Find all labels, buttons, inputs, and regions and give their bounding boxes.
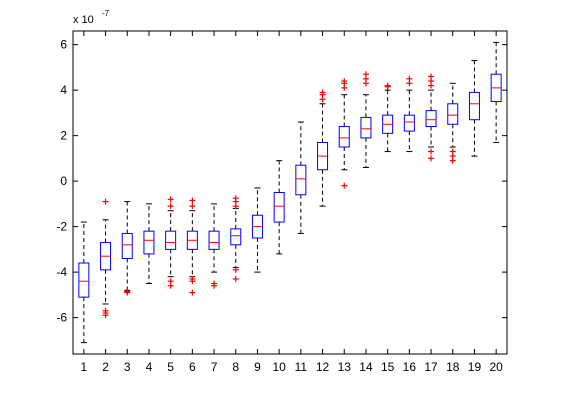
outlier-point [189,203,196,210]
box-group [251,187,263,273]
box-group [360,71,372,168]
box [208,230,220,250]
box [78,262,90,298]
x-tick-label: 8 [232,360,239,374]
x-axis: 1 2 3 4 5 6 7 8 9 10 11 12 13 14 15 16 17 18 19 20 [81,31,503,374]
x-tick-label: 3 [124,360,131,374]
box [295,164,307,196]
x-tick-label: 13 [338,360,352,374]
box-group [208,203,220,289]
box-group [490,41,502,143]
x-tick-label: 19 [468,360,482,374]
outlier-point [406,75,413,82]
box-group [143,203,155,284]
y-tick-label: -2 [56,220,67,234]
y-tick-label: 4 [60,83,67,97]
box-group [382,82,394,153]
outlier-point [362,71,369,78]
box [425,110,437,128]
outlier-point [428,155,435,162]
plot-area [72,30,508,355]
y-tick-label: 2 [60,129,67,143]
x-tick-label: 16 [403,360,417,374]
box [230,228,242,246]
outlier-point [384,82,391,89]
outlier-point [341,78,348,85]
y-axis-exponent-base: x 10 [73,14,94,26]
x-tick-label: 9 [254,360,261,374]
outlier-point [319,89,326,96]
y-tick-label: 0 [60,174,67,188]
outlier-point [167,203,174,210]
y-axis: -6 -4 -2 0 2 4 6 [56,38,507,325]
x-tick-label: 11 [295,360,308,374]
box [338,126,350,148]
outlier-point [102,198,109,205]
x-tick-label: 5 [167,360,174,374]
box-group [447,82,459,164]
outlier-point [232,275,239,282]
box-group [468,60,480,157]
box-group [295,121,307,234]
outlier-point [189,278,196,285]
box [360,116,372,139]
outlier-point [449,148,456,155]
x-tick-label: 18 [446,360,460,374]
y-tick-label: 6 [60,38,67,52]
x-tick-label: 14 [359,360,373,374]
box-group [317,89,329,207]
outlier-point [232,203,239,210]
outlier-point [189,197,196,204]
box-group [121,201,133,296]
box-group [78,221,90,344]
box [165,230,177,250]
x-tick-label: 4 [146,360,153,374]
outlier-point [124,289,131,296]
outlier-point [102,312,109,319]
x-tick-label: 17 [424,360,438,374]
outlier-point [341,182,348,189]
box [121,232,133,259]
box-group [186,197,198,296]
outlier-point [428,148,435,155]
box [273,192,285,223]
box-group [230,195,242,282]
y-axis-exponent-power: -7 [102,9,110,18]
box [447,103,459,125]
x-tick-label: 15 [381,360,395,374]
box [403,114,415,132]
y-tick-label: -6 [56,311,67,325]
box-group [165,196,177,289]
box [143,230,155,255]
box-group [100,198,112,319]
outlier-point [232,266,239,273]
box-group [425,73,437,162]
box-series [78,41,502,344]
x-tick-label: 12 [316,360,330,374]
x-tick-label: 2 [102,360,109,374]
outlier-point [189,289,196,296]
outlier-point [167,196,174,203]
box-group [273,160,285,255]
y-tick-label: -4 [56,265,67,279]
outlier-point [211,282,218,289]
x-tick-label: 7 [211,360,218,374]
outlier-point [428,73,435,80]
x-tick-label: 6 [189,360,196,374]
x-tick-label: 10 [272,360,286,374]
box-group [403,75,415,153]
outlier-point [167,282,174,289]
box [468,91,480,121]
x-tick-label: 1 [81,360,88,374]
box-group [338,78,350,189]
x-tick-label: 20 [489,360,503,374]
